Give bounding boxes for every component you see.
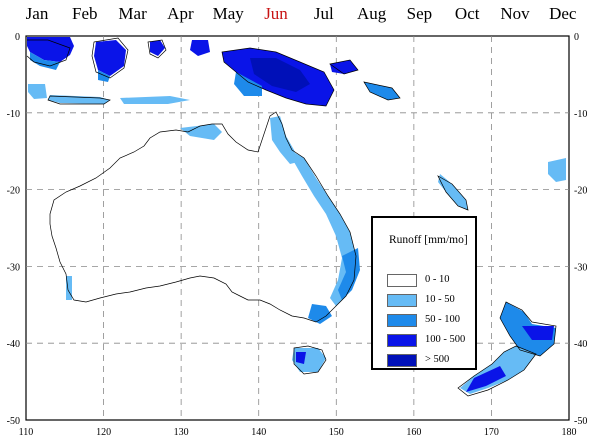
- legend-label: 0 - 10: [425, 274, 450, 285]
- lat-tick-right--10: -10: [574, 109, 587, 120]
- runoff-patch-nz-north-core: [522, 326, 554, 340]
- lon-tick-160: 160: [406, 427, 421, 438]
- runoff-patch-new-guinea-core: [250, 58, 310, 92]
- month-tab-jul[interactable]: Jul: [313, 4, 334, 23]
- axis-ticks: 110 120 130 140 150 160 170 180 0 0 -10 -10 -20 -20 -3…: [7, 32, 588, 438]
- lon-tick-120: 120: [96, 427, 111, 438]
- coastline-bismarck: [329, 59, 359, 75]
- runoff-patch-nsw-coast: [338, 248, 360, 300]
- legend-label: > 500: [425, 354, 450, 365]
- lon-tick-150: 150: [329, 427, 344, 438]
- coastline-nz-south: [457, 345, 537, 397]
- runoff-patch-queensland-coast: [290, 150, 356, 306]
- coastlines: [26, 37, 557, 397]
- legend-swatch: [387, 314, 417, 327]
- month-tab-apr[interactable]: Apr: [167, 4, 194, 23]
- month-tab-aug[interactable]: Aug: [356, 4, 387, 23]
- lat-tick-right-0: 0: [574, 32, 579, 43]
- lat-tick-left-0: 0: [15, 32, 20, 43]
- legend-label: 100 - 500: [425, 334, 466, 345]
- runoff-patch-vanuatu: [548, 158, 566, 182]
- runoff-patch-solomons: [364, 82, 400, 100]
- coastline-solomons: [363, 81, 401, 101]
- legend-title: Runoff [mm/mo]: [389, 234, 468, 246]
- runoff-patch-sumatra-south: [28, 84, 47, 99]
- runoff-patch-sulawesi: [150, 40, 165, 56]
- lon-tick-140: 140: [251, 427, 266, 438]
- lat-tick-left--40: -40: [7, 339, 20, 350]
- month-tab-may[interactable]: May: [212, 4, 244, 23]
- lat-tick-left--20: -20: [7, 186, 20, 197]
- runoff-patch-bismarck: [330, 60, 358, 74]
- map-frame: [25, 35, 570, 421]
- lon-tick-170: 170: [484, 427, 499, 438]
- coastline-australia: [49, 111, 357, 323]
- legend-row: 10 - 50: [387, 294, 475, 308]
- legend-row: > 500: [387, 354, 475, 368]
- coastline-nz-north: [499, 301, 557, 357]
- lat-tick-right--50: -50: [574, 416, 587, 427]
- runoff-patch-moluccas: [190, 40, 210, 56]
- lon-tick-110: 110: [19, 427, 34, 438]
- month-tab-oct[interactable]: Oct: [454, 4, 480, 23]
- coastline-sumatra: [26, 39, 71, 67]
- legend-row: 100 - 500: [387, 334, 475, 348]
- month-tab-jun[interactable]: Jun: [264, 4, 288, 23]
- month-tab-jan[interactable]: Jan: [25, 4, 49, 23]
- coastline-sulawesi: [147, 39, 167, 59]
- lat-tick-left--50: -50: [7, 416, 20, 427]
- lat-tick-right--40: -40: [574, 339, 587, 350]
- month-tab-feb[interactable]: Feb: [72, 4, 98, 23]
- runoff-patch-tasmania-west: [296, 352, 306, 364]
- runoff-patches: [27, 37, 566, 394]
- lon-tick-130: 130: [174, 427, 189, 438]
- lat-tick-right--30: -30: [574, 262, 587, 273]
- month-tab-mar[interactable]: Mar: [118, 4, 147, 23]
- month-tab-dec[interactable]: Dec: [549, 4, 577, 23]
- legend-label: 10 - 50: [425, 294, 455, 305]
- lat-tick-right--20: -20: [574, 186, 587, 197]
- legend-row: 0 - 10: [387, 274, 475, 288]
- runoff-patch-nz-south-west: [466, 366, 506, 392]
- legend-label: 50 - 100: [425, 314, 460, 325]
- legend-row: 50 - 100: [387, 314, 475, 328]
- runoff-patch-sumatra: [27, 37, 74, 62]
- runoff-patch-borneo: [94, 40, 126, 76]
- runoff-legend: Runoff [mm/mo] 0 - 10 10 - 50 50 - 100 100 …: [371, 216, 477, 370]
- coastline-new-guinea: [221, 47, 335, 107]
- month-tab-nov[interactable]: Nov: [500, 4, 530, 23]
- month-selector: Jan Feb Mar Apr May Jun Jul Aug Sep Oct Nov Dec: [0, 4, 612, 26]
- legend-swatch: [387, 354, 417, 367]
- coastline-java: [47, 95, 111, 105]
- legend-swatch: [387, 274, 417, 287]
- coastline-borneo: [91, 37, 129, 79]
- runoff-patch-lesser-sunda: [120, 96, 190, 104]
- month-tab-sep[interactable]: Sep: [406, 4, 433, 23]
- coastline-new-caledonia: [437, 175, 469, 211]
- legend-swatch: [387, 294, 417, 307]
- lat-tick-left--30: -30: [7, 262, 20, 273]
- lat-tick-left--10: -10: [7, 109, 20, 120]
- runoff-patch-borneo-fringe: [98, 70, 110, 82]
- runoff-patch-java: [48, 95, 110, 104]
- runoff-patch-sumatra-fringe: [30, 52, 60, 70]
- runoff-patch-top-end: [180, 124, 222, 140]
- runoff-patch-new-guinea-south: [234, 72, 262, 96]
- lon-tick-180: 180: [562, 427, 577, 438]
- runoff-patch-new-caledonia: [438, 174, 468, 210]
- coastline-tasmania: [293, 345, 327, 375]
- legend-swatch: [387, 334, 417, 347]
- runoff-patch-victoria: [308, 304, 332, 324]
